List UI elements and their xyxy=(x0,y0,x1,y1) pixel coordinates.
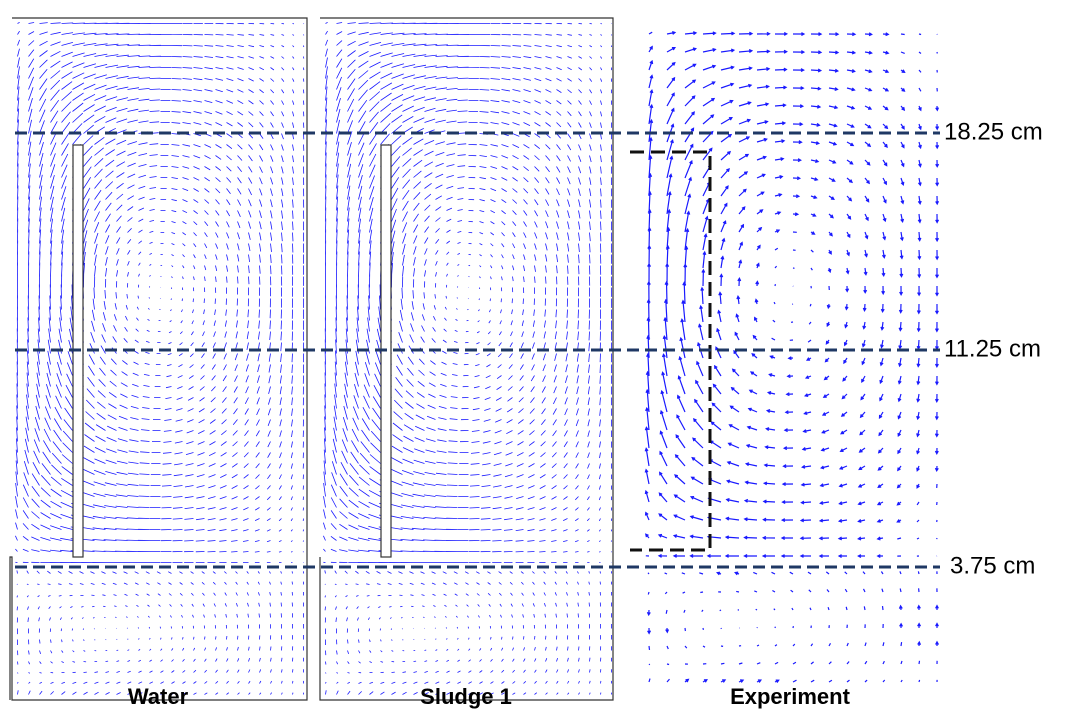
vector-fields xyxy=(15,22,940,695)
vector-field xyxy=(323,22,613,695)
level-label: 18.25 cm xyxy=(944,118,1043,145)
panel-label: Experiment xyxy=(730,684,850,709)
level-label: 11.25 cm xyxy=(944,335,1041,362)
vector-field xyxy=(644,31,940,683)
vector-field xyxy=(15,22,305,695)
panel-label: Water xyxy=(128,684,189,709)
level-label: 3.75 cm xyxy=(950,552,1035,579)
tank-outline xyxy=(9,17,308,701)
tank-outline xyxy=(319,17,614,701)
panel-label: Sludge 1 xyxy=(420,684,512,709)
